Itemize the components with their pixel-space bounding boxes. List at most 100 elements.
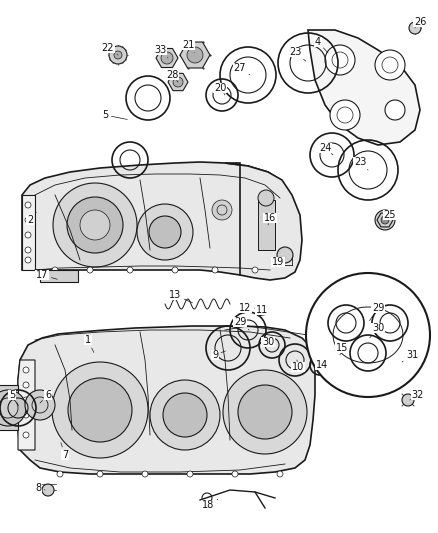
Text: 32: 32 <box>410 390 424 400</box>
Circle shape <box>25 257 31 263</box>
Circle shape <box>67 197 123 253</box>
Text: 30: 30 <box>370 323 384 338</box>
Circle shape <box>127 267 133 273</box>
Circle shape <box>68 378 132 442</box>
Text: 28: 28 <box>166 70 178 82</box>
Circle shape <box>187 471 193 477</box>
Circle shape <box>0 398 18 418</box>
Circle shape <box>87 267 93 273</box>
Text: 30: 30 <box>262 337 274 347</box>
Text: 25: 25 <box>384 210 396 220</box>
Circle shape <box>53 183 137 267</box>
Polygon shape <box>18 326 315 474</box>
Circle shape <box>23 432 29 438</box>
Circle shape <box>232 471 238 477</box>
Circle shape <box>277 471 283 477</box>
Circle shape <box>382 57 398 73</box>
Circle shape <box>52 267 58 273</box>
Text: 4: 4 <box>315 37 328 53</box>
Text: 23: 23 <box>354 157 368 170</box>
Circle shape <box>149 216 181 248</box>
Text: 17: 17 <box>36 270 57 280</box>
Circle shape <box>381 216 389 224</box>
Text: 20: 20 <box>214 83 226 95</box>
Circle shape <box>161 52 173 64</box>
Circle shape <box>52 362 148 458</box>
Circle shape <box>150 380 220 450</box>
Bar <box>40 270 78 282</box>
Circle shape <box>137 204 193 260</box>
Circle shape <box>375 50 405 80</box>
Circle shape <box>172 267 178 273</box>
Circle shape <box>42 484 54 496</box>
Circle shape <box>32 397 48 413</box>
Circle shape <box>277 247 293 263</box>
Circle shape <box>223 370 307 454</box>
Text: 10: 10 <box>292 360 304 372</box>
Text: 2: 2 <box>27 212 36 225</box>
Text: 5: 5 <box>9 390 18 406</box>
Circle shape <box>252 267 258 273</box>
Circle shape <box>330 100 360 130</box>
Circle shape <box>409 22 421 34</box>
Text: 21: 21 <box>182 40 194 53</box>
Circle shape <box>25 217 31 223</box>
Circle shape <box>385 100 405 120</box>
Polygon shape <box>240 304 250 313</box>
Text: 14: 14 <box>316 360 328 370</box>
Polygon shape <box>22 195 35 270</box>
Circle shape <box>306 273 430 397</box>
Circle shape <box>337 107 353 123</box>
Text: 5: 5 <box>102 110 127 120</box>
Circle shape <box>109 46 127 64</box>
Circle shape <box>0 390 26 426</box>
Text: 9: 9 <box>212 350 226 360</box>
Circle shape <box>23 367 29 373</box>
Polygon shape <box>255 306 268 316</box>
Circle shape <box>23 397 29 403</box>
Polygon shape <box>377 213 393 227</box>
Circle shape <box>238 385 292 439</box>
Circle shape <box>97 471 103 477</box>
Circle shape <box>142 471 148 477</box>
Text: 16: 16 <box>264 213 276 225</box>
Circle shape <box>114 51 122 59</box>
Text: 7: 7 <box>61 442 68 460</box>
Circle shape <box>25 390 55 420</box>
Circle shape <box>23 382 29 388</box>
Circle shape <box>402 394 414 406</box>
Text: 13: 13 <box>169 290 192 303</box>
Text: 29: 29 <box>370 303 384 321</box>
Circle shape <box>212 267 218 273</box>
Circle shape <box>332 52 348 68</box>
Circle shape <box>25 247 31 253</box>
Polygon shape <box>156 49 178 68</box>
Circle shape <box>394 356 406 368</box>
Circle shape <box>187 47 203 63</box>
Text: 19: 19 <box>272 257 285 267</box>
Polygon shape <box>308 30 420 145</box>
Text: 23: 23 <box>289 47 306 61</box>
Text: 11: 11 <box>256 305 268 315</box>
Circle shape <box>217 205 227 215</box>
Text: 27: 27 <box>234 63 250 75</box>
Circle shape <box>23 412 29 418</box>
Circle shape <box>25 202 31 208</box>
Polygon shape <box>225 163 302 280</box>
Text: 1: 1 <box>85 335 94 352</box>
Text: 24: 24 <box>319 143 333 155</box>
Text: 26: 26 <box>414 17 426 28</box>
Circle shape <box>212 200 232 220</box>
Text: 18: 18 <box>202 499 218 510</box>
Circle shape <box>57 471 63 477</box>
Circle shape <box>163 393 207 437</box>
Text: 31: 31 <box>402 350 418 362</box>
Text: 29: 29 <box>234 317 249 330</box>
Polygon shape <box>168 74 188 91</box>
Text: 12: 12 <box>239 303 251 313</box>
Text: 15: 15 <box>336 343 348 355</box>
Polygon shape <box>180 42 210 68</box>
Circle shape <box>375 210 395 230</box>
Circle shape <box>173 77 183 87</box>
Circle shape <box>25 232 31 238</box>
